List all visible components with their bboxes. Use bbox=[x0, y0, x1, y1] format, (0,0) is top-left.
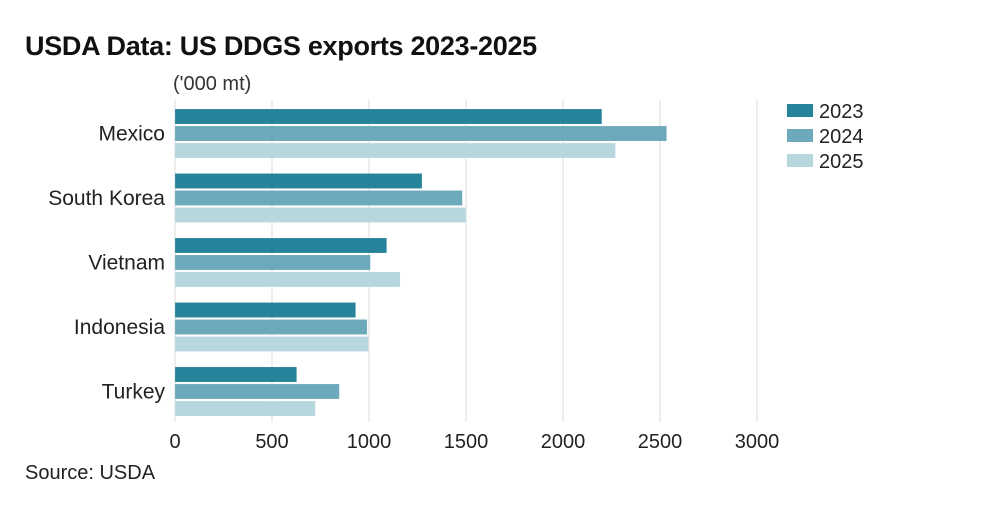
x-tick-label: 3000 bbox=[735, 431, 780, 453]
bar-vietnam-2025 bbox=[174, 271, 401, 288]
category-label: Indonesia bbox=[74, 316, 165, 339]
bar-mexico-2025 bbox=[174, 142, 616, 159]
bar-vietnam-2024 bbox=[174, 254, 371, 271]
x-tick-labels: 0 500 1000 1500 2000 2500 3000 bbox=[169, 431, 779, 453]
bar-turkey-2023 bbox=[174, 366, 297, 383]
category-label: Mexico bbox=[98, 123, 165, 146]
legend-label: 2024 bbox=[819, 126, 864, 148]
x-tick-label: 2000 bbox=[541, 431, 586, 453]
bar-south-korea-2024 bbox=[174, 190, 463, 206]
category-label: Turkey bbox=[102, 381, 166, 404]
category-labels: Mexico South Korea Vietnam Indonesia Turkey bbox=[48, 123, 165, 404]
bar-turkey-2024 bbox=[174, 383, 340, 400]
legend-swatch-2024 bbox=[787, 129, 813, 142]
category-label: Vietnam bbox=[88, 252, 165, 275]
legend-swatch-2023 bbox=[787, 104, 813, 117]
bar-indonesia-2024 bbox=[174, 319, 368, 335]
bar-mexico-2024 bbox=[174, 125, 667, 142]
bars bbox=[174, 108, 667, 417]
legend-label: 2023 bbox=[819, 101, 864, 123]
x-tick-label: 1500 bbox=[444, 431, 489, 453]
bar-indonesia-2025 bbox=[174, 336, 369, 352]
bar-turkey-2025 bbox=[174, 400, 316, 417]
bar-indonesia-2023 bbox=[174, 302, 356, 318]
bar-south-korea-2023 bbox=[174, 173, 423, 189]
chart-title: USDA Data: US DDGS exports 2023-2025 bbox=[25, 31, 537, 61]
bar-mexico-2023 bbox=[174, 108, 603, 125]
legend: 2023 2024 2025 bbox=[787, 101, 864, 173]
x-tick-label: 2500 bbox=[638, 431, 683, 453]
bar-vietnam-2023 bbox=[174, 237, 387, 254]
source-note: Source: USDA bbox=[25, 462, 156, 484]
category-label: South Korea bbox=[48, 187, 165, 210]
x-tick-label: 0 bbox=[169, 431, 180, 453]
x-tick-label: 500 bbox=[255, 431, 288, 453]
legend-swatch-2025 bbox=[787, 154, 813, 167]
unit-label: ('000 mt) bbox=[173, 73, 252, 95]
legend-label: 2025 bbox=[819, 151, 864, 173]
bar-south-korea-2025 bbox=[174, 207, 467, 223]
x-tick-label: 1000 bbox=[347, 431, 392, 453]
